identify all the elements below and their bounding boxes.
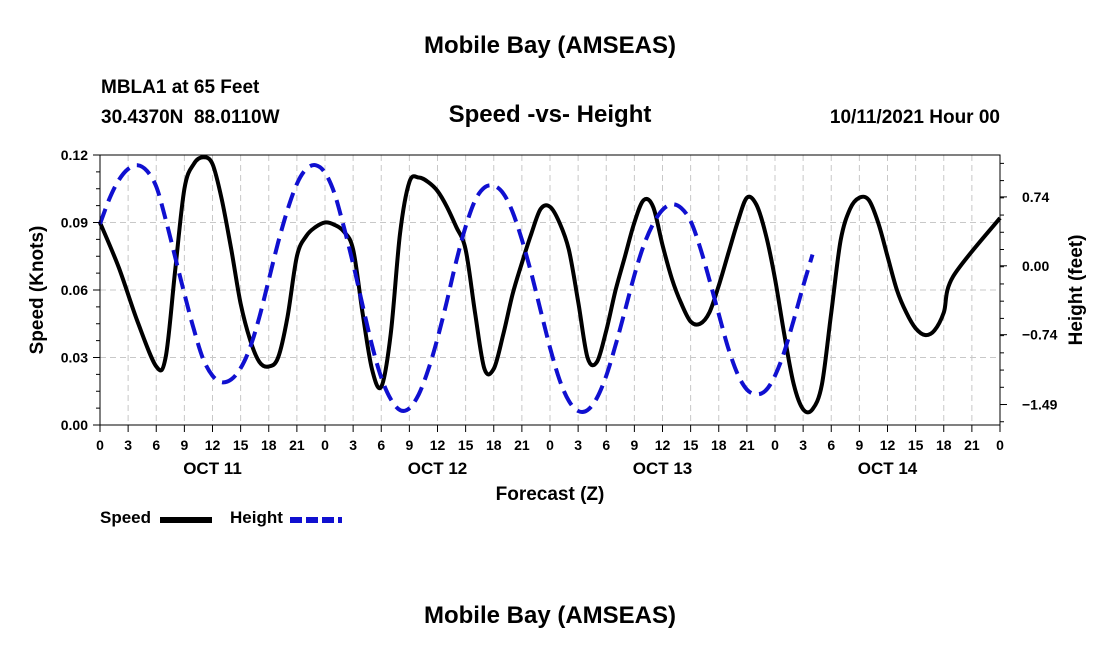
y-tick-label: 0.03 [61,350,88,366]
x-tick-label: 21 [964,437,980,453]
x-tick-label: 0 [321,437,329,453]
x-tick-label: 9 [180,437,188,453]
y-tick-label: 0.06 [61,282,88,298]
x-axis-label: Forecast (Z) [496,484,605,505]
x-tick-label: 15 [458,437,474,453]
x-tick-label: 9 [855,437,863,453]
x-tick-label: 15 [683,437,699,453]
y2-tick-label: −1.49 [1022,397,1058,413]
day-label: OCT 14 [858,459,918,478]
x-tick-label: 6 [827,437,835,453]
x-tick-label: 0 [996,437,1004,453]
y2-tick-label: −0.74 [1022,327,1058,343]
y-tick-label: 0.12 [61,147,88,163]
x-tick-label: 21 [514,437,530,453]
legend-speed-swatch [160,517,212,523]
x-tick-label: 6 [377,437,385,453]
speed-height-chart: 0 3 6 9 12 15 18 21 0 3 6 9 12 15 18 21 0 3 6 9 12 15 18 21 0 3 6 9… [27,147,1087,505]
x-tick-label: 3 [799,437,807,453]
x-tick-label: 6 [602,437,610,453]
x-tick-label: 0 [96,437,104,453]
x-tick-label: 12 [880,437,896,453]
x-tick-label: 15 [908,437,924,453]
day-label: OCT 13 [633,459,693,478]
axis-ticks: 0 3 6 9 12 15 18 21 0 3 6 9 12 15 18 21 0 3 6 9 12 15 18 21 0 3 6 9… [61,147,1058,478]
speed-series-line [98,155,1002,415]
x-tick-label: 0 [771,437,779,453]
legend-height-swatch [290,517,342,523]
x-tick-label: 12 [430,437,446,453]
x-tick-label: 3 [574,437,582,453]
y2-tick-label: 0.00 [1022,258,1049,274]
bottom-title: Mobile Bay (AMSEAS) [423,602,677,629]
x-tick-label: 9 [405,437,413,453]
legend-height-label: Height [230,508,283,527]
chart-subtitle: Speed -vs- Height [448,101,652,128]
day-label: OCT 11 [183,459,242,478]
x-tick-label: 18 [486,437,502,453]
x-tick-label: 18 [711,437,727,453]
x-tick-label: 18 [936,437,952,453]
y-axis-label: Speed (Knots) [27,226,48,355]
date-label: 10/11/2021 Hour 00 [829,107,1000,128]
x-tick-label: 18 [261,437,277,453]
y-tick-label: 0.00 [61,417,88,433]
x-tick-label: 9 [630,437,638,453]
y-tick-label: 0.09 [61,215,88,231]
grid-lines [100,155,1000,425]
y2-tick-label: 0.74 [1022,189,1049,205]
top-title: Mobile Bay (AMSEAS) [423,32,677,59]
y2-axis-label: Height (feet) [1066,235,1087,346]
x-tick-label: 15 [233,437,249,453]
legend-speed-label: Speed [100,508,152,527]
x-tick-label: 3 [349,437,357,453]
x-tick-label: 6 [152,437,160,453]
x-tick-label: 0 [546,437,554,453]
x-tick-label: 3 [124,437,132,453]
series-lines [98,155,1002,415]
x-tick-label: 21 [739,437,755,453]
height-series-line [98,163,815,414]
coordinates-label: 30.4370N 88.0110W [101,107,280,128]
station-label: MBLA1 at 65 Feet [101,77,260,98]
day-label: OCT 12 [408,459,468,478]
x-tick-label: 21 [289,437,305,453]
x-tick-label: 12 [205,437,221,453]
x-tick-label: 12 [655,437,671,453]
